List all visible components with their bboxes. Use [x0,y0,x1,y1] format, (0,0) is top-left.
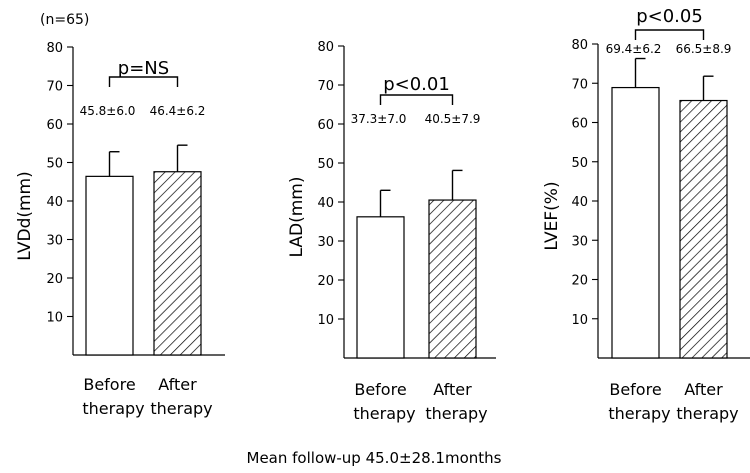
y-tick-label: 80 [571,38,588,53]
significance-label: p=NS [118,58,169,79]
category-label-line1: Before [609,380,661,399]
category-label-line2: therapy [82,399,144,418]
bar-before-therapy [611,86,660,359]
category-label-line2: therapy [425,404,487,423]
y-tick-label: 10 [46,311,63,326]
y-tick-label: 80 [317,40,334,55]
data-label: 66.5±8.9 [676,42,732,56]
data-label: 69.4±6.2 [606,42,662,56]
data-label: 37.3±7.0 [351,112,407,126]
data-label: 40.5±7.9 [425,112,481,126]
category-label-line1: After [684,380,723,399]
y-tick-label: 20 [571,274,588,289]
category-label-line2: therapy [676,404,738,423]
sample-size-note: (n=65) [40,12,89,28]
y-tick-label: 20 [317,274,334,289]
category-label-line2: therapy [608,404,670,423]
category-label-line1: Before [354,380,406,399]
y-tick-label: 50 [317,157,334,172]
significance-bracket [108,76,179,87]
y-tick-label: 20 [46,272,63,287]
category-label-line1: After [158,375,197,394]
bar-after-therapy [679,99,728,359]
data-label: 45.8±6.0 [80,104,136,118]
significance-label: p<0.01 [383,74,450,95]
y-tick-label: 10 [571,313,588,328]
chart-panel-1: 10 20 30 40 50 60 70 80 LVDd(mm) 45.8±6.0 Before th… [15,41,225,418]
category-label-line1: Before [83,375,135,394]
bar-before-therapy [356,216,405,359]
y-tick-label: 60 [571,117,588,132]
bar-before-therapy [85,175,134,356]
y-tick-label: 30 [571,234,588,249]
y-tick-label: 40 [317,196,334,211]
y-axis-label: LVEF(%) [542,181,562,250]
category-label-line2: therapy [353,404,415,423]
significance-label: p<0.05 [636,6,703,27]
y-tick-label: 40 [46,195,63,210]
y-tick-label: 70 [571,77,588,92]
chart-panels: 10 20 30 40 50 60 70 80 LVDd(mm) 45.8±6.0 Before th… [15,6,750,423]
category-label-line2: therapy [150,399,212,418]
y-tick-label: 50 [571,156,588,171]
bar-after-therapy [428,199,477,359]
followup-footnote: Mean follow-up 45.0±28.1months [247,449,502,467]
y-tick-label: 60 [317,118,334,133]
y-tick-label: 30 [46,234,63,249]
chart-panel-2: 10 20 30 40 50 60 70 80 LAD(mm) 37.3±7.0 Before the… [287,40,496,423]
category-label-line1: After [433,380,472,399]
y-tick-label: 40 [571,195,588,210]
y-tick-label: 70 [46,80,63,95]
y-tick-label: 30 [317,235,334,250]
y-axis-label: LAD(mm) [287,177,307,258]
y-axis-label: LVDd(mm) [15,171,35,261]
chart-panel-3: 10 20 30 40 50 60 70 80 LVEF(%) 69.4±6.2 Before the… [542,6,750,423]
bar-after-therapy [153,171,202,356]
y-tick-label: 70 [317,79,334,94]
y-tick-label: 80 [46,41,63,56]
significance-bracket [379,94,454,105]
y-tick-label: 10 [317,313,334,328]
y-tick-label: 50 [46,157,63,172]
significance-bracket [634,29,705,40]
y-tick-label: 60 [46,118,63,133]
data-label: 46.4±6.2 [150,104,206,118]
